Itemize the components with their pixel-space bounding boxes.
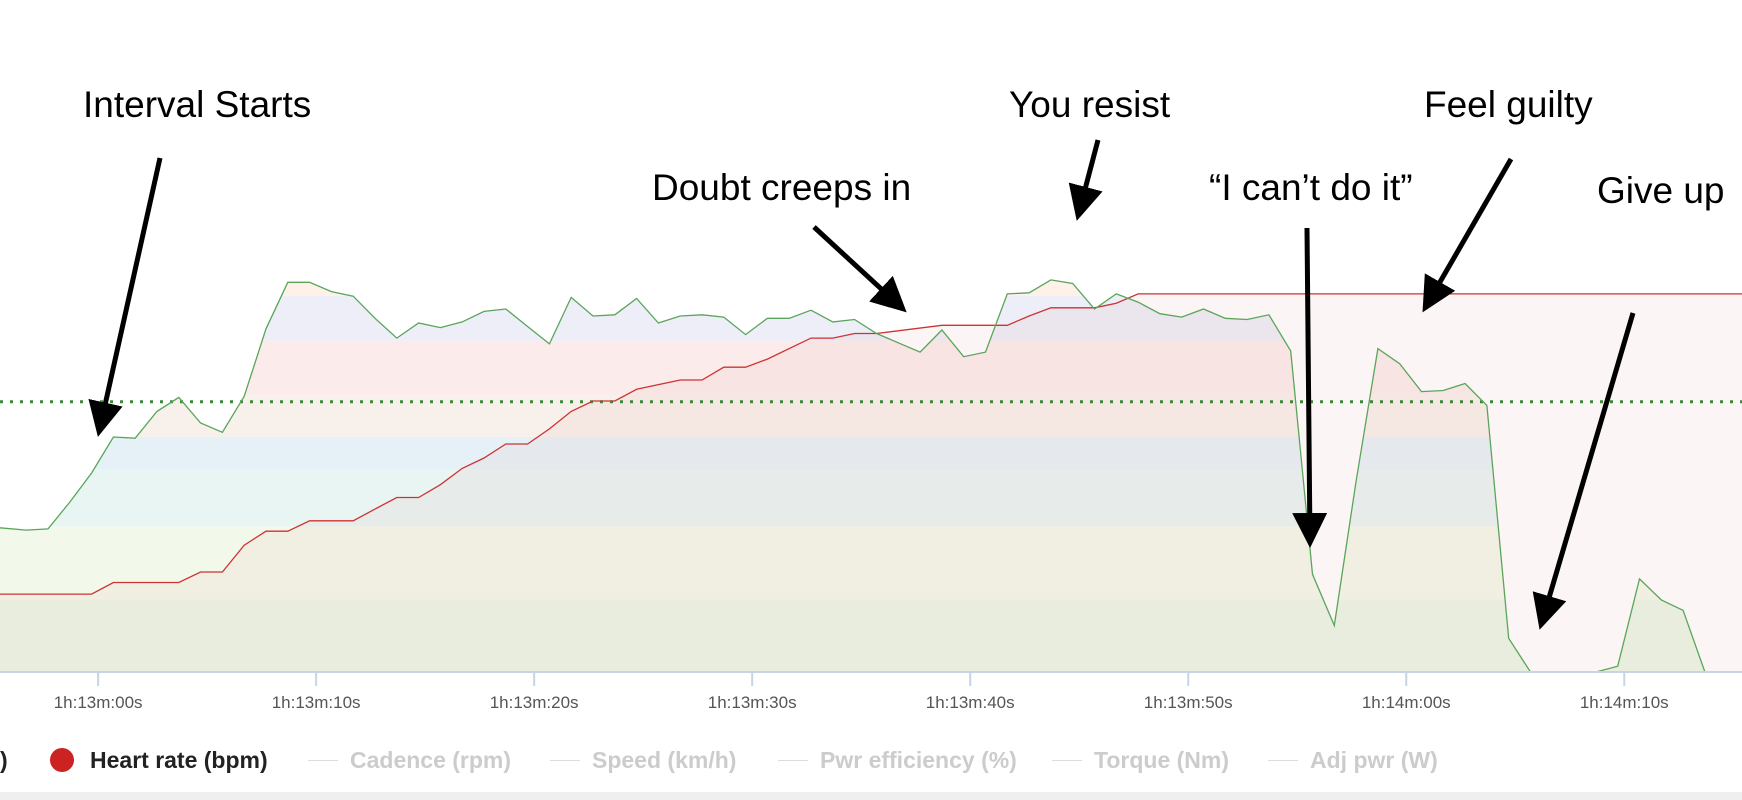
legend-dot-heart-rate [50,748,74,772]
legend-label-torque: Torque (Nm) [1094,747,1230,773]
zone-band-1 [0,526,1742,600]
legend-dash-pwr-efficiency [778,760,808,761]
annotation-feel-guilty: Feel guilty [1424,84,1593,125]
x-tick-label: 1h:13m:30s [708,693,797,712]
arrow-give-up [1532,312,1636,630]
legend-label-adj-pwr: Adj pwr (W) [1310,747,1438,773]
x-tick-label: 1h:13m:50s [1144,693,1233,712]
arrow-doubt-creeps-in [812,225,907,313]
annotation-doubt-creeps-in: Doubt creeps in [652,167,911,208]
x-tick-label: 1h:13m:20s [490,693,579,712]
annotation-i-cant-do-it: “I can’t do it” [1209,167,1413,208]
legend-label-heart-rate: Heart rate (bpm) [90,747,268,773]
legend-dash-speed [550,760,580,761]
x-tick-label: 1h:13m:10s [272,693,361,712]
legend-label-partial: ) [0,747,8,773]
arrow-interval-starts [88,157,163,437]
power-line[interactable] [0,279,1742,673]
arrow-you-resist [1068,139,1103,221]
heart-rate-line[interactable] [0,293,1742,595]
bottom-scrollbar[interactable] [0,792,1742,800]
x-tick-label: 1h:14m:00s [1362,693,1451,712]
annotations: Interval Starts Doubt creeps in You resi… [83,84,1725,630]
legend: ) Heart rate (bpm) Cadence (rpm) Speed (… [0,742,1742,778]
arrow-feel-guilty [1422,157,1514,313]
legend-dash-torque [1052,760,1082,761]
zone-band-0 [0,599,1742,672]
arrow-i-cant-do-it [1292,227,1328,548]
x-axis: 1h:13m:00s 1h:13m:10s 1h:13m:20s 1h:13m:30s… [0,671,1742,712]
zone-band-3 [0,437,1742,470]
legend-dash-adj-pwr [1268,760,1298,761]
annotation-give-up: Give up [1597,170,1725,211]
x-tick-label: 1h:14m:10s [1580,693,1669,712]
zone-band-2 [0,469,1742,527]
legend-dash-cadence [308,760,338,761]
legend-label-speed: Speed (km/h) [592,747,737,773]
x-tick-label: 1h:13m:00s [54,693,143,712]
annotation-you-resist: You resist [1009,84,1171,125]
series-lines [0,279,1742,673]
legend-label-cadence: Cadence (rpm) [350,747,512,773]
annotation-interval-starts: Interval Starts [83,84,311,125]
legend-label-pwr-efficiency: Pwr efficiency (%) [820,747,1017,773]
x-tick-label: 1h:13m:40s [926,693,1015,712]
